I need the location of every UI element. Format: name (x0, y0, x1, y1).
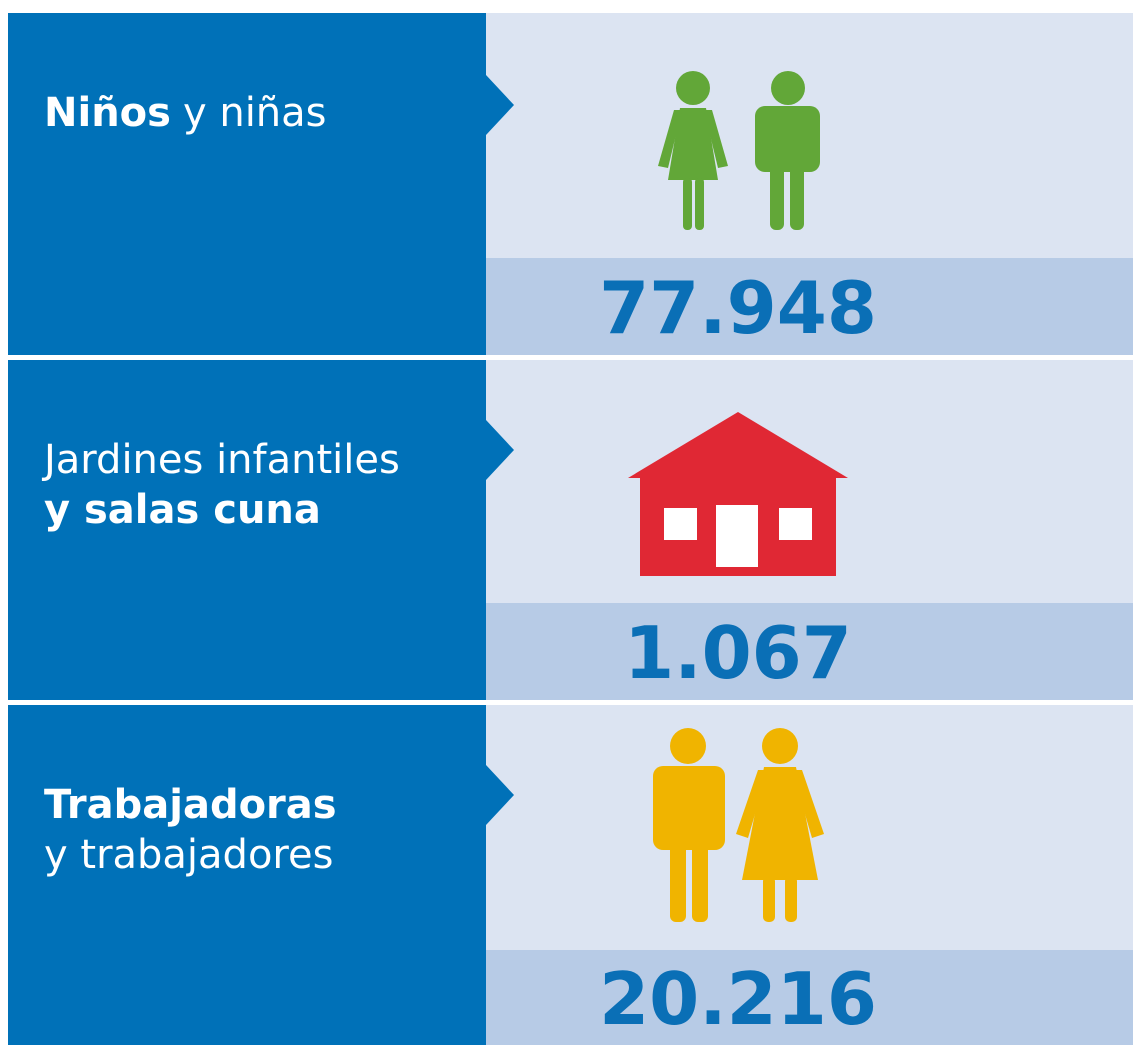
row-label: Trabajadoras (44, 782, 337, 828)
row-label: Jardines infantiles (41, 437, 400, 483)
row-label: Niños y niñas (44, 90, 327, 136)
label-segment: Niños (44, 90, 171, 136)
label-panel (8, 13, 486, 355)
label-panel (8, 360, 486, 700)
value-band (486, 950, 1133, 1045)
arrow (486, 420, 514, 480)
label-segment: y trabajadores (44, 832, 333, 878)
row-value: 77.948 (599, 266, 877, 350)
arrow (486, 75, 514, 135)
children-icon (658, 71, 820, 230)
row-label: y salas cuna (44, 487, 321, 533)
label-segment: y niñas (183, 90, 327, 136)
row-label: y trabajadores (44, 832, 333, 878)
label-panel (8, 705, 486, 1045)
value-band (486, 603, 1133, 700)
value-band (486, 258, 1133, 355)
row-value: 1.067 (624, 611, 852, 695)
label-segment: y salas cuna (44, 487, 321, 533)
label-segment: Trabajadoras (44, 782, 337, 828)
house-icon (628, 412, 848, 576)
label-segment: Jardines infantiles (41, 437, 400, 483)
workers-icon (653, 728, 824, 922)
arrow (486, 765, 514, 825)
row-value: 20.216 (599, 957, 877, 1041)
